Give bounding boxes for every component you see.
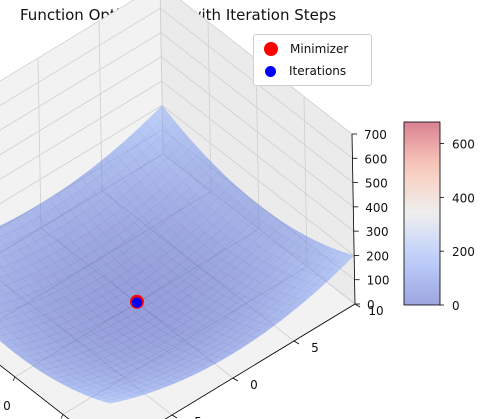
z-tick-label: 100 [367, 274, 390, 288]
surface-patch [111, 397, 128, 402]
surface-patch [103, 399, 119, 404]
colorbar-tick-label: 400 [452, 191, 475, 205]
legend-marker-minimizer [264, 42, 278, 56]
grid-line-z [0, 32, 354, 183]
grid-line-z [0, 56, 354, 208]
x-tick [12, 376, 16, 382]
colorbar-bar [403, 121, 441, 306]
y-tick [354, 303, 361, 308]
x-tick [60, 414, 64, 419]
z-tick-label: 200 [366, 249, 389, 263]
z-tick-label: 700 [364, 128, 387, 142]
surface-patch [201, 361, 217, 368]
surface-patch [266, 318, 282, 327]
z-tick-label: 500 [365, 177, 388, 191]
surface-patch [290, 298, 306, 308]
z-tick-label: 300 [366, 225, 389, 239]
y-tick [232, 377, 239, 382]
colorbar-tick-label: 200 [452, 245, 475, 259]
surface-patch [331, 261, 347, 272]
legend-marker-iterations [265, 65, 276, 77]
colorbar-tick-label: 0 [452, 299, 460, 313]
y-tick-label: 10 [368, 304, 383, 318]
legend-item-minimizer: Minimizer [264, 40, 348, 58]
y-tick-label: 0 [250, 378, 258, 392]
y-tick [171, 414, 178, 419]
y-tick [293, 340, 300, 345]
legend-item-iterations: Iterations [264, 62, 346, 80]
legend: Minimizer Iterations [253, 34, 372, 86]
x-tick-label: 0 [3, 399, 11, 413]
z-tick-label: 0 [367, 298, 375, 312]
scatter-points [129, 294, 144, 309]
y-tick-label: −5 [184, 415, 202, 419]
y-tick-label: 5 [311, 341, 319, 355]
legend-label-iterations: Iterations [289, 64, 347, 78]
surface-patch [135, 390, 152, 396]
colorbar-tick-label: 600 [452, 138, 475, 152]
surface-patch [250, 330, 266, 339]
axis-ticks: −10−50510−10−505100100200300400500600700 [3, 128, 390, 419]
surface-patch [176, 373, 193, 380]
grid-line-z [0, 80, 354, 232]
surface-patch [217, 351, 233, 359]
colorbar: 0 200 400 600 [403, 121, 475, 313]
z-tick-label: 400 [365, 201, 388, 215]
z-tick-label: 600 [364, 152, 387, 166]
z-axis-line [351, 133, 356, 305]
point-iterations [131, 297, 143, 308]
grid-line-z [0, 7, 353, 159]
surface-patch [119, 395, 136, 400]
surface-plot [0, 105, 355, 404]
legend-label-minimizer: Minimizer [290, 42, 349, 56]
